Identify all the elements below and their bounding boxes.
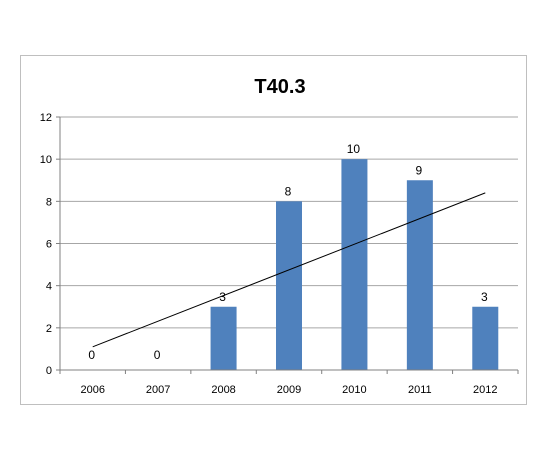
bar	[276, 201, 302, 370]
x-tick-label: 2011	[408, 384, 432, 396]
y-tick-label: 2	[46, 323, 52, 335]
chart-frame	[20, 55, 527, 405]
x-tick-label: 2008	[211, 384, 235, 396]
y-tick-label: 10	[40, 154, 52, 166]
y-tick-label: 8	[46, 196, 52, 208]
x-tick-label: 2006	[80, 384, 104, 396]
y-tick-label: 0	[46, 365, 52, 377]
bar	[472, 306, 499, 370]
y-tick-label: 4	[46, 281, 52, 293]
labels: 0 2 4 6 8 10 12 2006 0 2007 0 2008 3 2009 8 2010 10 2011 9…	[40, 112, 498, 396]
x-tick-label: 2009	[277, 384, 301, 396]
bar	[406, 180, 433, 370]
chart-title: T40.3	[254, 76, 305, 98]
trendline	[92, 192, 486, 348]
data-label: 3	[219, 290, 226, 304]
x-tick-label: 2007	[146, 384, 170, 396]
data-label: 0	[88, 348, 95, 362]
trendline-group	[92, 192, 486, 348]
bar	[341, 159, 368, 370]
gridlines	[60, 116, 518, 329]
data-label: 8	[285, 184, 292, 198]
data-label: 3	[481, 290, 488, 304]
data-label: 0	[154, 348, 161, 362]
data-label: 9	[416, 163, 423, 177]
bar	[210, 306, 237, 370]
x-tick-label: 2012	[473, 384, 497, 396]
data-label: 10	[347, 142, 361, 156]
bars	[210, 159, 499, 370]
y-tick-label: 6	[46, 239, 52, 251]
x-tick-label: 2010	[342, 384, 366, 396]
axes	[56, 116, 519, 374]
y-tick-label: 12	[40, 112, 52, 124]
